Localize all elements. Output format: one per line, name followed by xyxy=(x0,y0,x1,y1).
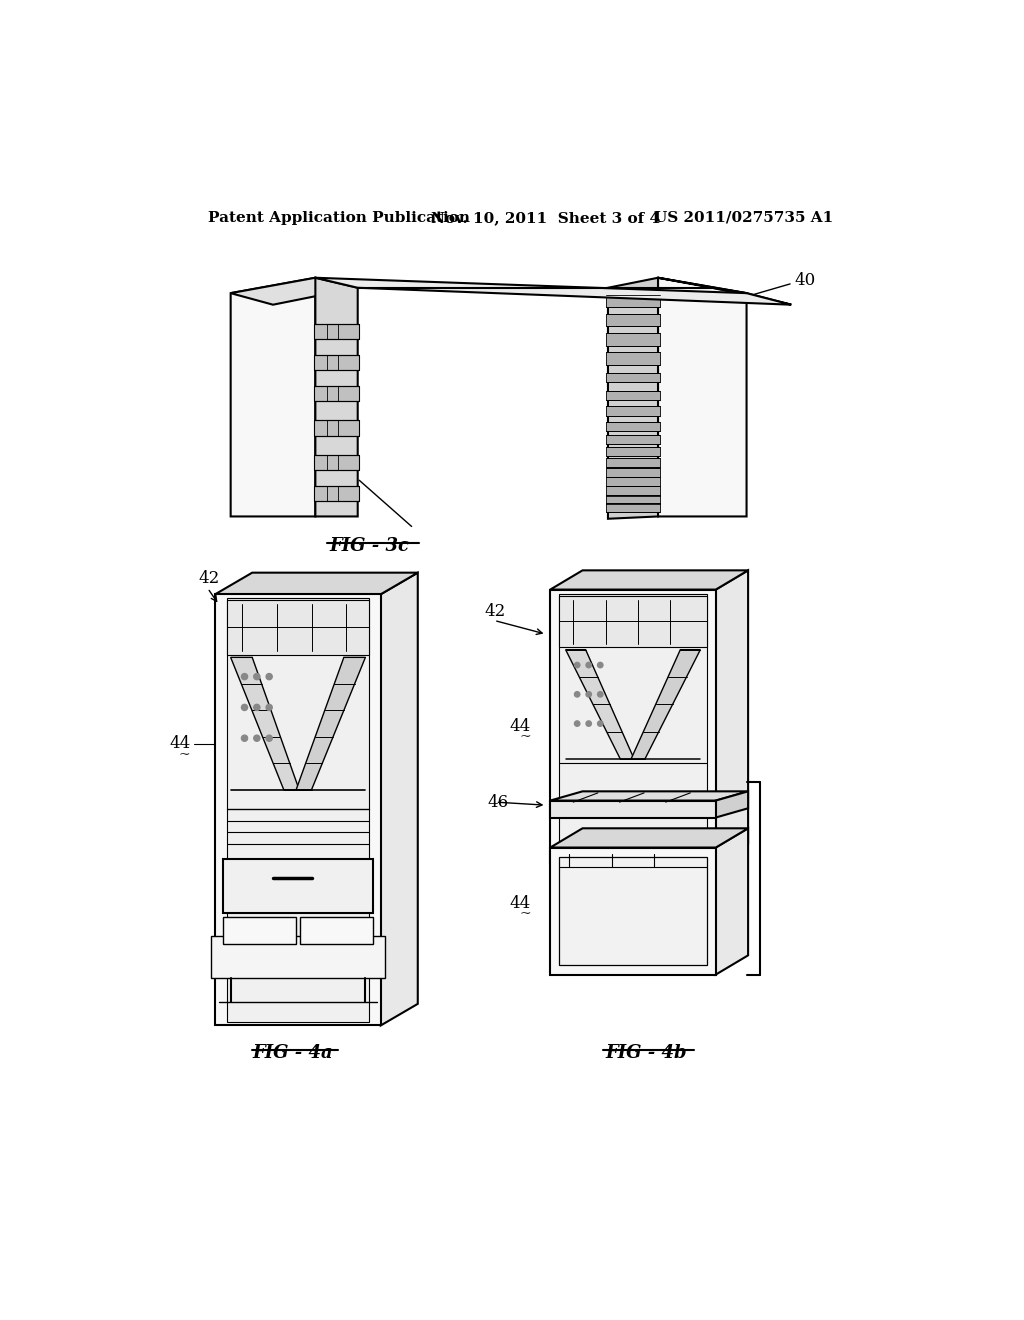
Polygon shape xyxy=(559,857,707,965)
Polygon shape xyxy=(230,277,315,516)
Polygon shape xyxy=(606,352,659,364)
Polygon shape xyxy=(658,277,746,516)
Polygon shape xyxy=(550,570,749,590)
Circle shape xyxy=(266,705,272,710)
Text: 42: 42 xyxy=(199,569,219,586)
Polygon shape xyxy=(658,277,792,305)
Circle shape xyxy=(266,673,272,680)
Text: ~: ~ xyxy=(519,908,531,921)
Text: FIG - 4b: FIG - 4b xyxy=(605,1044,687,1061)
Polygon shape xyxy=(565,649,634,759)
Polygon shape xyxy=(230,657,299,789)
Polygon shape xyxy=(606,458,659,467)
Circle shape xyxy=(266,735,272,742)
Circle shape xyxy=(574,692,580,697)
Polygon shape xyxy=(550,792,749,800)
Circle shape xyxy=(254,705,260,710)
Polygon shape xyxy=(313,455,359,470)
Text: ~: ~ xyxy=(519,730,531,744)
Polygon shape xyxy=(716,570,749,863)
Circle shape xyxy=(242,735,248,742)
Text: 44: 44 xyxy=(510,895,531,912)
Text: FIG - 4a: FIG - 4a xyxy=(252,1044,333,1061)
Text: 42: 42 xyxy=(484,603,506,619)
Polygon shape xyxy=(223,859,373,913)
Circle shape xyxy=(254,735,260,742)
Polygon shape xyxy=(606,333,659,346)
Polygon shape xyxy=(631,649,700,759)
Circle shape xyxy=(574,721,580,726)
Polygon shape xyxy=(223,917,296,944)
Circle shape xyxy=(598,663,603,668)
Text: 44: 44 xyxy=(169,735,190,752)
Polygon shape xyxy=(550,590,716,863)
Polygon shape xyxy=(550,800,716,817)
Polygon shape xyxy=(215,573,418,594)
Polygon shape xyxy=(226,598,370,1022)
Polygon shape xyxy=(230,277,357,305)
Polygon shape xyxy=(606,374,659,383)
Text: 46: 46 xyxy=(487,793,508,810)
Text: Patent Application Publication: Patent Application Publication xyxy=(208,211,470,224)
Polygon shape xyxy=(313,355,359,370)
Polygon shape xyxy=(300,917,373,944)
Polygon shape xyxy=(606,503,659,512)
Text: 44: 44 xyxy=(510,718,531,735)
Polygon shape xyxy=(313,385,359,401)
Polygon shape xyxy=(606,495,659,504)
Circle shape xyxy=(242,673,248,680)
Circle shape xyxy=(598,692,603,697)
Polygon shape xyxy=(296,657,366,789)
Polygon shape xyxy=(606,407,659,416)
Polygon shape xyxy=(608,277,658,519)
Circle shape xyxy=(598,721,603,726)
Polygon shape xyxy=(313,486,359,502)
Text: 40: 40 xyxy=(795,272,815,289)
Circle shape xyxy=(242,705,248,710)
Text: FIG - 3c: FIG - 3c xyxy=(330,537,410,556)
Polygon shape xyxy=(315,277,792,305)
Polygon shape xyxy=(606,314,659,326)
Polygon shape xyxy=(313,420,359,436)
Polygon shape xyxy=(716,792,749,817)
Polygon shape xyxy=(550,829,749,847)
Polygon shape xyxy=(211,936,385,978)
Text: ~: ~ xyxy=(179,748,190,762)
Polygon shape xyxy=(606,294,659,308)
Polygon shape xyxy=(606,434,659,444)
Polygon shape xyxy=(215,594,381,1026)
Polygon shape xyxy=(606,469,659,478)
Polygon shape xyxy=(606,422,659,430)
Polygon shape xyxy=(606,391,659,400)
Polygon shape xyxy=(716,829,749,974)
Polygon shape xyxy=(313,323,359,339)
Polygon shape xyxy=(550,847,716,974)
Text: Nov. 10, 2011  Sheet 3 of 4: Nov. 10, 2011 Sheet 3 of 4 xyxy=(431,211,660,224)
Circle shape xyxy=(586,692,592,697)
Polygon shape xyxy=(315,277,357,516)
Circle shape xyxy=(586,663,592,668)
Circle shape xyxy=(574,663,580,668)
Polygon shape xyxy=(606,487,659,496)
Polygon shape xyxy=(606,478,659,487)
Polygon shape xyxy=(226,601,370,655)
Circle shape xyxy=(254,673,260,680)
Circle shape xyxy=(586,721,592,726)
Polygon shape xyxy=(559,594,707,858)
Polygon shape xyxy=(606,447,659,457)
Text: US 2011/0275735 A1: US 2011/0275735 A1 xyxy=(654,211,834,224)
Polygon shape xyxy=(381,573,418,1026)
Polygon shape xyxy=(559,595,707,647)
